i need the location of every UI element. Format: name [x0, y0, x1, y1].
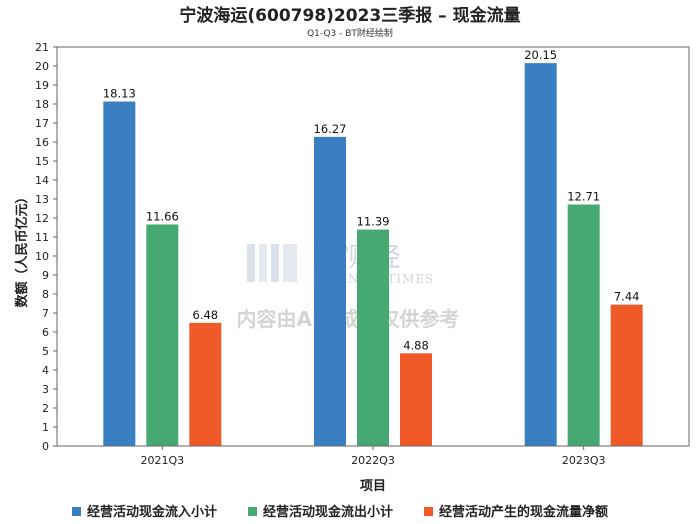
- legend-swatch: [248, 507, 257, 516]
- x-tick-label: 2023Q3: [562, 454, 606, 467]
- bar-value-label: 12.71: [567, 190, 600, 204]
- x-axis-label: 项目: [360, 479, 386, 494]
- y-tick-label: 3: [42, 383, 49, 396]
- bar-value-label: 16.27: [314, 122, 347, 136]
- bar-value-label: 6.48: [193, 308, 219, 322]
- y-tick-label: 18: [35, 98, 49, 111]
- y-tick-label: 7: [42, 307, 49, 320]
- y-tick-label: 10: [35, 250, 49, 263]
- x-tick-label: 2021Q3: [141, 454, 185, 467]
- y-tick-label: 16: [35, 136, 49, 149]
- bar: [103, 101, 136, 446]
- bar: [357, 229, 389, 446]
- y-tick-label: 5: [42, 345, 49, 358]
- y-tick-label: 0: [42, 440, 49, 453]
- bar-value-label: 4.88: [403, 338, 429, 352]
- bar: [189, 322, 222, 446]
- legend: 经营活动现金流入小计 经营活动现金流出小计 经营活动产生的现金流量净额: [72, 504, 608, 520]
- legend-label: 经营活动现金流出小计: [263, 504, 393, 520]
- bar: [146, 224, 179, 446]
- watermark-logo-icon: [247, 244, 297, 282]
- y-axis-label: 数额（人民币亿元）: [14, 190, 30, 307]
- y-tick-label: 6: [42, 326, 49, 339]
- y-tick-label: 11: [35, 231, 49, 244]
- y-tick-label: 9: [42, 269, 49, 282]
- legend-label: 经营活动现金流入小计: [87, 504, 217, 520]
- bar: [524, 63, 557, 447]
- y-tick-label: 21: [35, 41, 49, 54]
- bar-value-label: 20.15: [524, 48, 557, 62]
- bar-value-label: 7.44: [614, 290, 640, 304]
- chart-title: 宁波海运(600798)2023三季报 – 现金流量: [179, 5, 520, 26]
- y-tick-label: 17: [35, 117, 49, 130]
- y-tick-label: 14: [35, 174, 49, 187]
- y-tick-label: 8: [42, 288, 49, 301]
- legend-swatch: [424, 507, 433, 516]
- y-tick-label: 15: [35, 155, 49, 168]
- x-tick-label: 2022Q3: [351, 454, 395, 467]
- bar: [610, 304, 643, 446]
- y-tick-label: 20: [35, 60, 49, 73]
- bar-value-label: 11.39: [357, 215, 390, 229]
- bar: [314, 136, 346, 446]
- bar: [567, 204, 600, 446]
- legend-swatch: [72, 507, 81, 516]
- chart-subtitle: Q1-Q3 - BT财经绘制: [307, 27, 393, 39]
- y-tick-label: 12: [35, 212, 49, 225]
- y-tick-label: 4: [42, 364, 49, 377]
- x-axis-ticks: 2021Q3 2022Q3 2023Q3: [141, 446, 606, 467]
- watermark-note: 内容由AI生成，仅供参考: [237, 307, 460, 331]
- y-tick-label: 2: [42, 402, 49, 415]
- watermark: BT财经 BUSINESSTIMES 内容由AI生成，仅供参考: [237, 243, 460, 331]
- y-tick-label: 19: [35, 79, 49, 92]
- bar-value-label: 11.66: [146, 209, 179, 223]
- y-tick-label: 13: [35, 193, 49, 206]
- y-tick-label: 1: [42, 421, 49, 434]
- plot-frame: [56, 46, 690, 447]
- legend-label: 经营活动产生的现金流量净额: [439, 504, 608, 520]
- bar-value-label: 18.13: [103, 87, 136, 101]
- bar: [400, 353, 432, 446]
- bars: 18.13 11.66 6.48 16.27 11.39 4.88 20.15 12.71 7.…: [103, 48, 643, 447]
